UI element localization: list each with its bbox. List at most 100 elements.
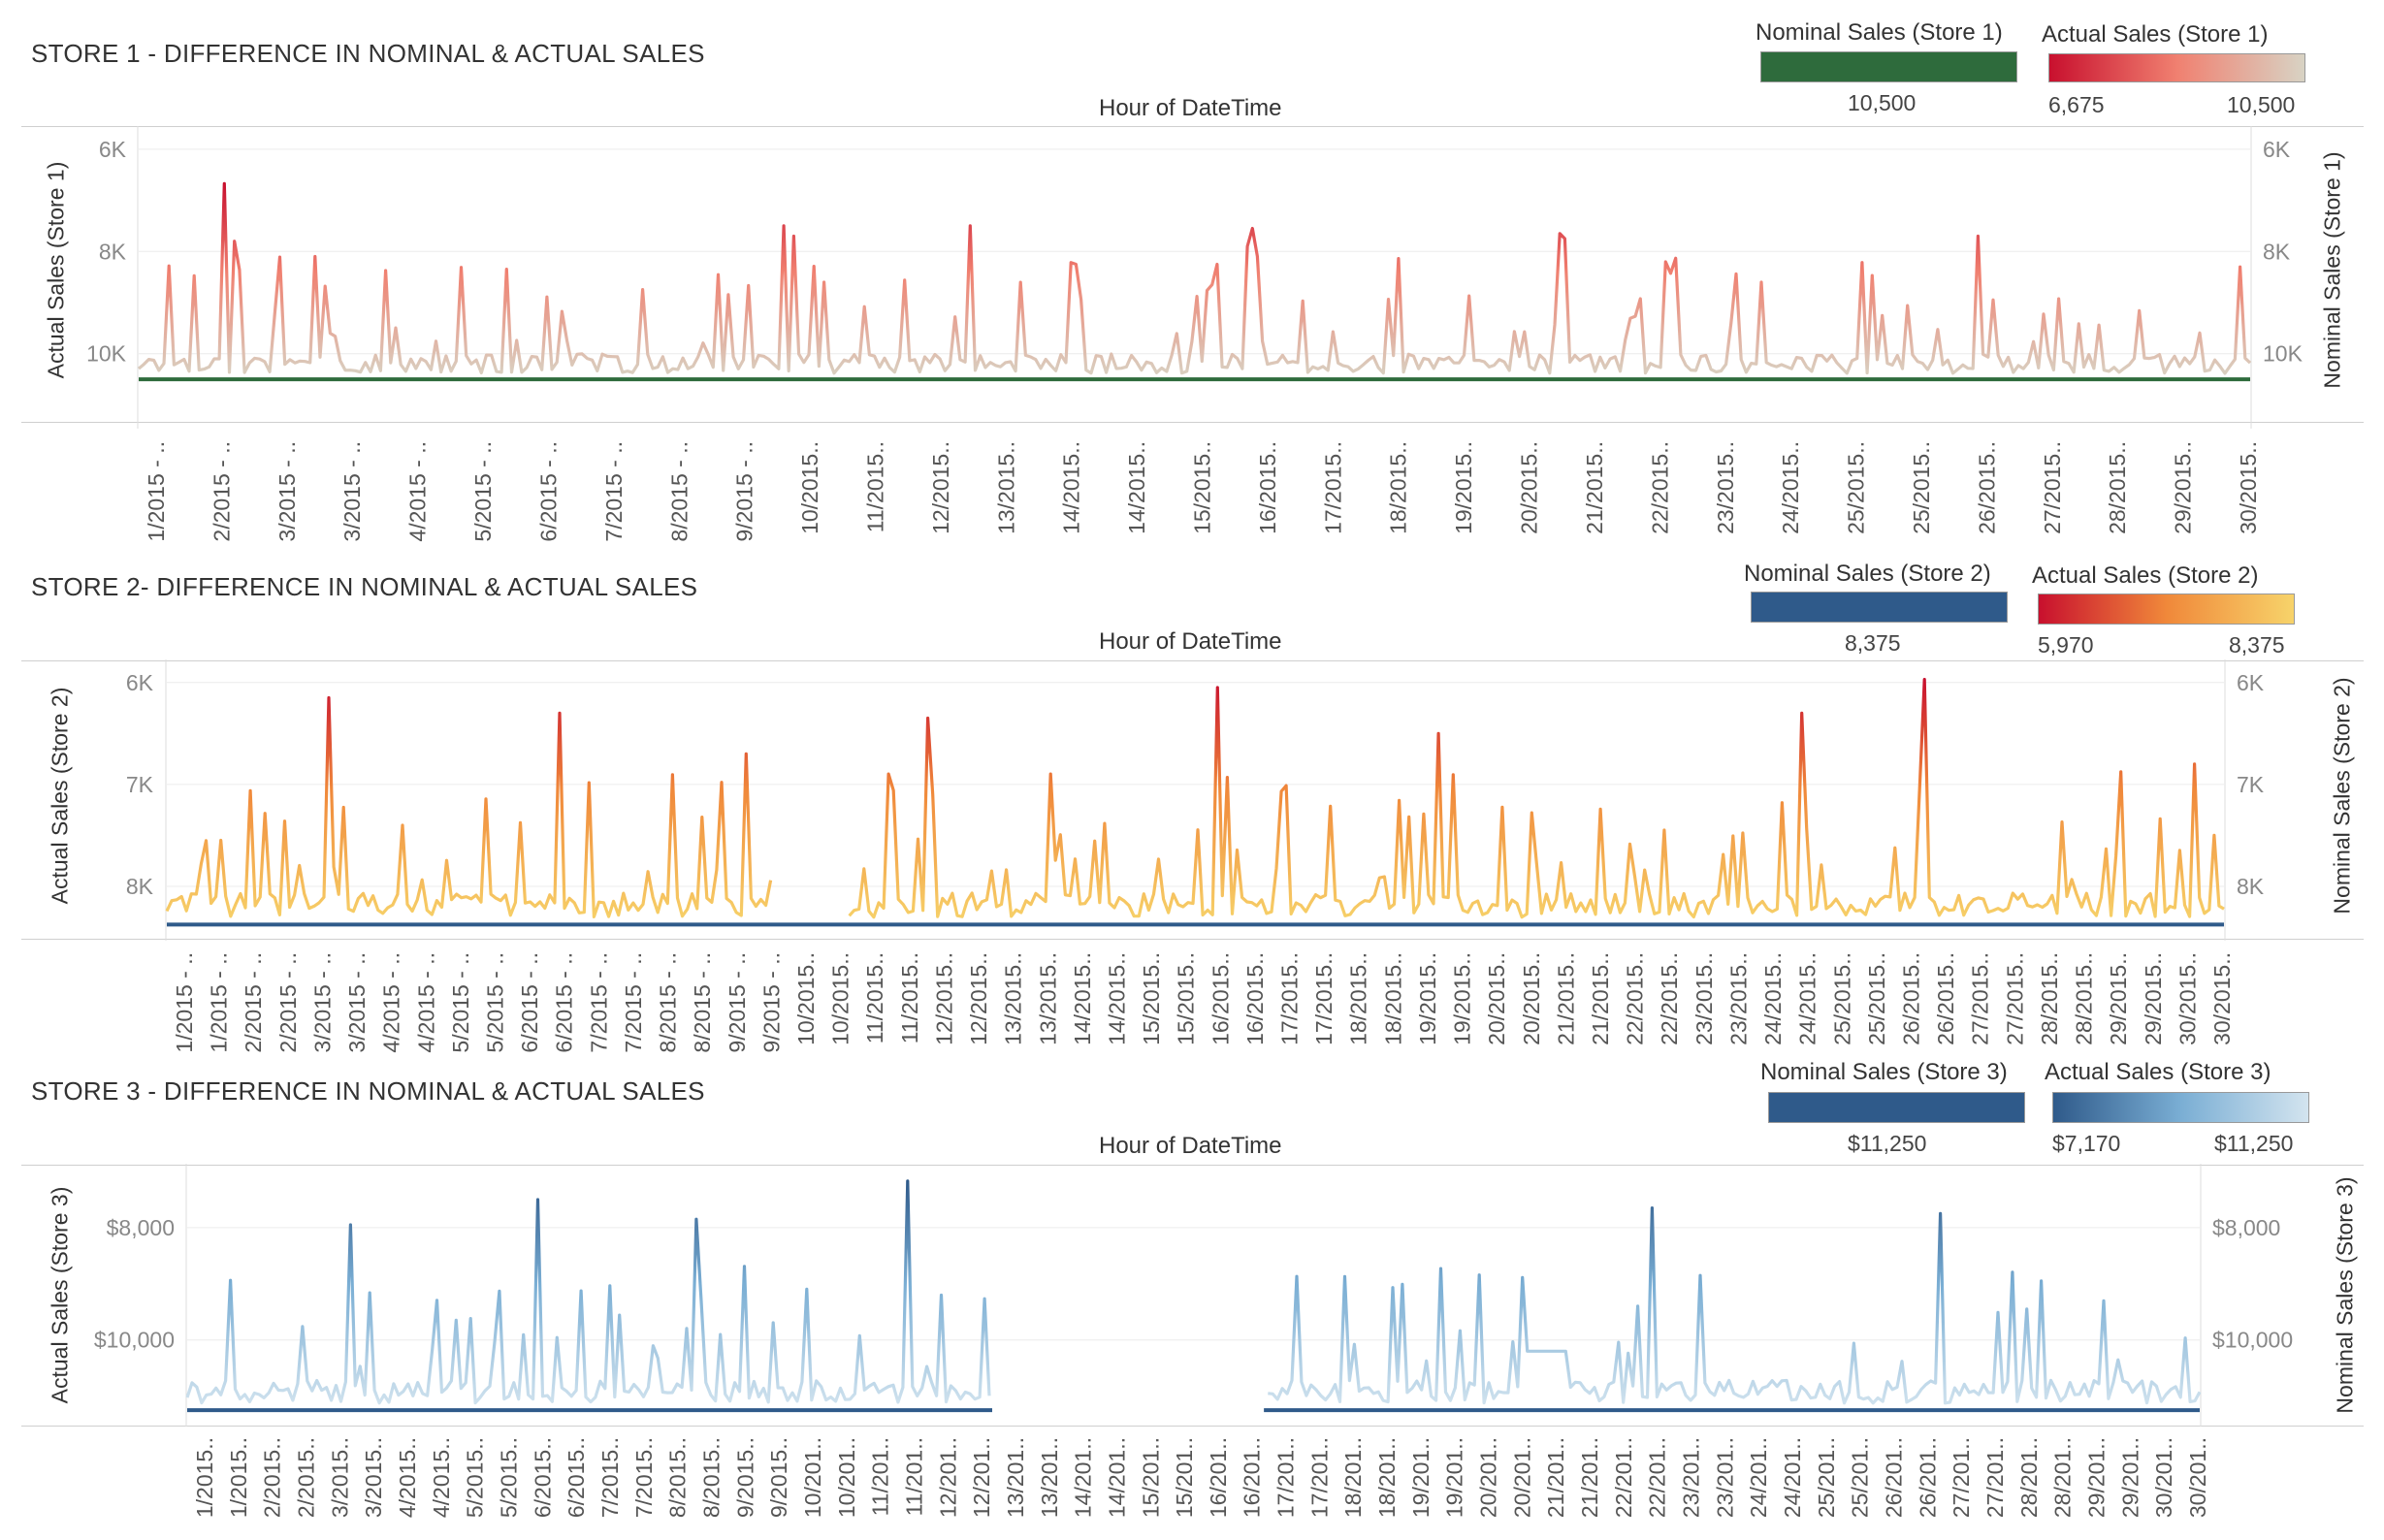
- x-tick-label: 14/2015..: [1105, 952, 1130, 1045]
- x-tick-label: 2/2015..: [260, 1437, 285, 1518]
- x-tick-label: 4/2015 - ..: [413, 952, 438, 1053]
- x-tick-label: 25/2015..: [1829, 952, 1854, 1045]
- y-tick-label-right: 7K: [2237, 772, 2265, 797]
- store-2-line-chart: 6K 6K 7K 7K 8K 8K 1/2015 - .. 1/2015 - .. 2/2015…: [126, 659, 2265, 1053]
- x-tick-label: 16/201..: [1240, 1437, 1265, 1518]
- x-tick-label: 14/2015..: [1059, 441, 1084, 534]
- x-tick-label: 15/201..: [1172, 1437, 1197, 1518]
- store-1-line-chart: 6K 6K 8K 8K 10K 10K 1/2015 - .. 2/2015 - .. 3/20…: [86, 126, 2303, 542]
- y-tick-label-right: $10,000: [2212, 1328, 2293, 1353]
- x-tick-label: 11/201..: [901, 1437, 926, 1516]
- y-tick-label-left: 10K: [86, 341, 127, 367]
- x-tick-label: 26/2015..: [1974, 441, 1999, 534]
- x-tick-label: 27/2015..: [2002, 952, 2027, 1045]
- legend-nominal-value: $11,250: [1848, 1131, 1927, 1156]
- x-tick-label: 19/201..: [1408, 1437, 1434, 1518]
- x-tick-label: 23/2015..: [1691, 952, 1717, 1045]
- x-tick-label: 8/2015 - ..: [666, 441, 692, 542]
- x-tick-label: 14/201..: [1071, 1437, 1096, 1518]
- x-tick-label: 23/2015..: [1726, 952, 1752, 1045]
- x-tick-label: 27/201..: [1949, 1437, 1974, 1518]
- legend-actual-min: 5,970: [2038, 632, 2094, 658]
- x-tick-label: 24/201..: [1780, 1437, 1805, 1518]
- y-tick-label-left: $8,000: [107, 1215, 175, 1240]
- x-axis-header: Hour of DateTime: [1099, 628, 1282, 655]
- x-tick-label: 11/2015..: [897, 952, 922, 1043]
- y-tick-label-right: 8K: [2263, 239, 2291, 264]
- x-tick-label: 1/2015 - ..: [172, 952, 197, 1053]
- store-1-panel: STORE 1 - DIFFERENCE IN NOMINAL & ACTUAL…: [0, 0, 2384, 542]
- legend-nominal-swatch: [1760, 51, 2017, 82]
- x-tick-label: 23/201..: [1712, 1437, 1737, 1518]
- y-tick-label-left: 8K: [99, 239, 127, 264]
- x-tick-label: 14/201..: [1104, 1437, 1129, 1518]
- x-tick-label: 3/2015..: [361, 1437, 386, 1518]
- x-tick-label: 9/2015..: [732, 1437, 757, 1518]
- x-tick-label: 12/201..: [969, 1437, 994, 1518]
- x-tick-label: 28/2015..: [2105, 441, 2130, 534]
- x-tick-label: 16/2015..: [1255, 441, 1280, 534]
- panel-title: STORE 1 - DIFFERENCE IN NOMINAL & ACTUAL…: [31, 39, 705, 68]
- x-tick-label: 11/201..: [868, 1437, 893, 1516]
- x-tick-label: 16/2015..: [1242, 952, 1268, 1045]
- legend-nominal-title: Nominal Sales (Store 3): [1760, 1059, 2008, 1085]
- x-tick-label: 6/2015..: [530, 1437, 555, 1518]
- x-tick-label: 15/2015..: [1174, 952, 1199, 1045]
- x-tick-label: 8/2015 - ..: [690, 952, 715, 1053]
- x-tick-label: 18/2015..: [1386, 441, 1411, 534]
- x-tick-label: 9/2015..: [766, 1437, 791, 1518]
- x-tick-label: 14/2015..: [1124, 441, 1149, 534]
- x-tick-label: 6/2015 - ..: [552, 952, 577, 1053]
- x-tick-label: 12/2015..: [931, 952, 956, 1045]
- x-tick-label: 25/201..: [1814, 1437, 1839, 1518]
- x-tick-label: 30/201..: [2151, 1437, 2176, 1518]
- x-tick-label: 7/2015 - ..: [586, 952, 611, 1053]
- x-tick-label: 21/201..: [1577, 1437, 1602, 1518]
- x-tick-label: 10/201..: [834, 1437, 859, 1518]
- x-tick-label: 14/2015..: [1070, 952, 1095, 1045]
- x-tick-label: 15/201..: [1138, 1437, 1163, 1518]
- legend-actual-max: $11,250: [2214, 1131, 2294, 1156]
- x-tick-label: 10/2015..: [828, 952, 854, 1045]
- x-tick-label: 26/201..: [1882, 1437, 1907, 1518]
- x-tick-label: 29/201..: [2117, 1437, 2142, 1518]
- y-tick-label-right: 10K: [2263, 341, 2303, 367]
- plot-frame: [21, 126, 2364, 423]
- x-tick-label: 5/2015..: [497, 1437, 522, 1518]
- x-tick-label: 19/2015..: [1415, 952, 1440, 1045]
- panel-title: STORE 3 - DIFFERENCE IN NOMINAL & ACTUAL…: [31, 1076, 705, 1106]
- actual-sales-line: [165, 695, 773, 918]
- x-tick-label: 30/201..: [2185, 1437, 2210, 1518]
- x-tick-label: 12/2015..: [966, 952, 991, 1045]
- legend-actual-title: Actual Sales (Store 3): [2045, 1059, 2271, 1085]
- panel-title: STORE 2- DIFFERENCE IN NOMINAL & ACTUAL …: [31, 572, 698, 601]
- x-tick-label: 8/2015..: [665, 1437, 691, 1518]
- x-tick-label: 24/2015..: [1795, 952, 1820, 1045]
- legend-nominal-title: Nominal Sales (Store 1): [1756, 19, 2003, 46]
- x-tick-label: 3/2015 - ..: [309, 952, 335, 1053]
- x-tick-label: 21/2015..: [1582, 441, 1607, 534]
- actual-sales-line: [137, 181, 2252, 375]
- x-tick-label: 25/2015..: [1844, 441, 1869, 534]
- x-tick-label: 24/2015..: [1778, 441, 1803, 534]
- x-tick-label: 17/2015..: [1277, 952, 1303, 1045]
- x-tick-label: 20/201..: [1476, 1437, 1501, 1518]
- x-tick-label: 8/2015 - ..: [656, 952, 681, 1053]
- x-tick-label: 9/2015 - ..: [725, 952, 750, 1053]
- x-tick-label: 26/201..: [1915, 1437, 1940, 1518]
- x-tick-label: 30/2015..: [2209, 952, 2235, 1045]
- x-tick-label: 25/2015..: [1864, 952, 1889, 1045]
- x-tick-label: 8/2015..: [699, 1437, 725, 1518]
- store-3-line-chart: $8,000 $8,000 $10,000 $10,000 1/2015.. 1/2015…: [94, 1164, 2293, 1518]
- x-tick-label: 4/2015 - ..: [379, 952, 404, 1053]
- x-tick-label: 7/2015..: [597, 1437, 623, 1518]
- x-tick-label: 9/2015 - ..: [758, 952, 784, 1053]
- x-tick-label: 2/2015 - ..: [241, 952, 266, 1053]
- x-tick-label: 11/2015..: [862, 952, 887, 1043]
- x-tick-label: 17/2015..: [1320, 441, 1345, 534]
- x-tick-label: 28/201..: [2050, 1437, 2076, 1518]
- x-tick-label: 28/2015..: [2037, 952, 2062, 1045]
- store-3-panel: STORE 3 - DIFFERENCE IN NOMINAL & ACTUAL…: [0, 1038, 2384, 1540]
- y-tick-label-left: $10,000: [94, 1328, 175, 1353]
- store-2-panel: STORE 2- DIFFERENCE IN NOMINAL & ACTUAL …: [0, 533, 2384, 1053]
